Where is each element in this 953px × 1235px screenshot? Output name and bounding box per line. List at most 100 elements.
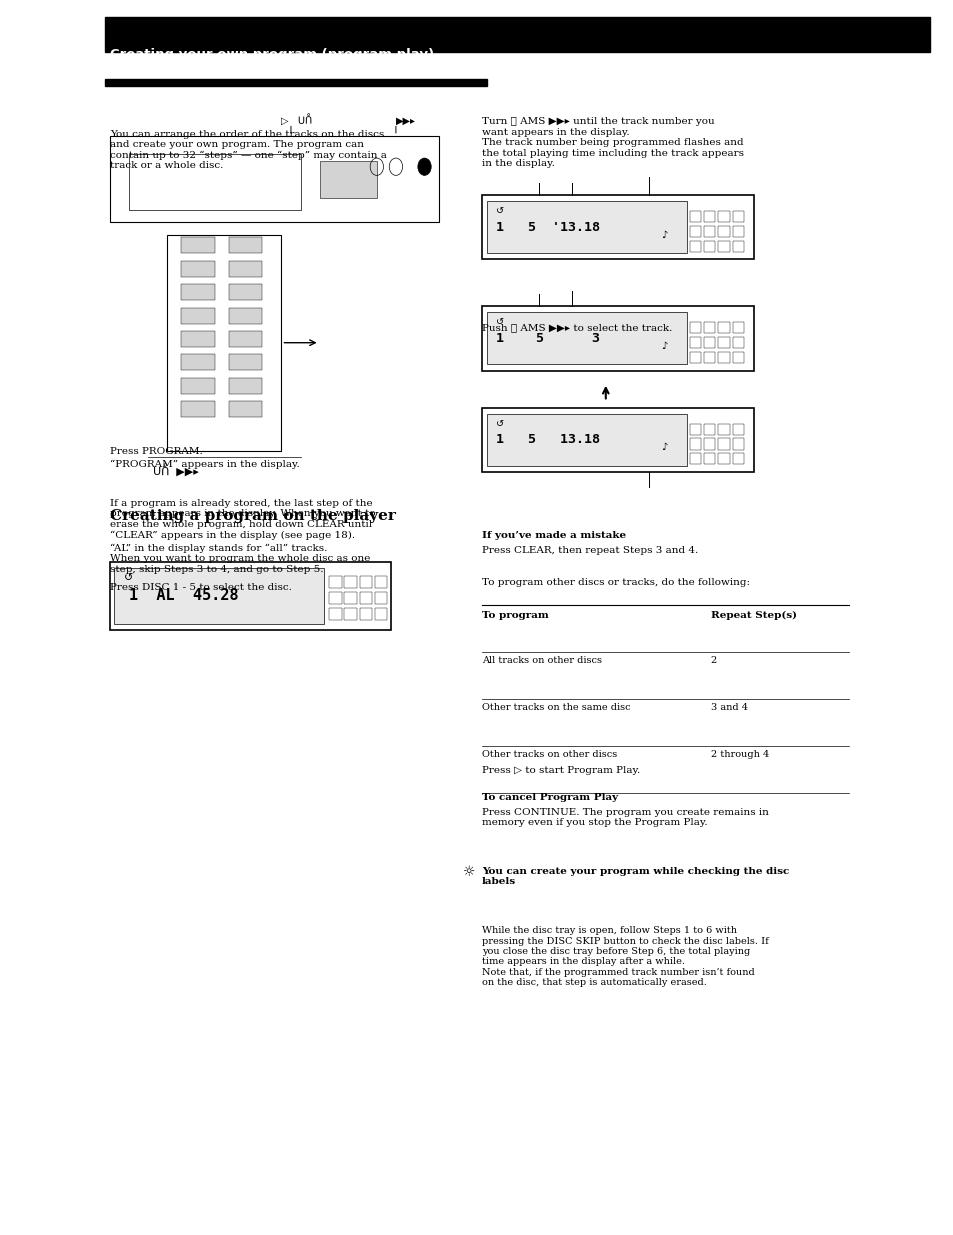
Bar bbox=[703, 438, 715, 450]
Text: ☼: ☼ bbox=[462, 864, 475, 878]
Text: Other tracks on the same disc: Other tracks on the same disc bbox=[481, 703, 630, 711]
Bar bbox=[229, 261, 262, 277]
Bar bbox=[718, 424, 729, 435]
Bar bbox=[718, 453, 729, 464]
Bar bbox=[110, 136, 438, 222]
Text: Other tracks on other discs: Other tracks on other discs bbox=[481, 750, 617, 758]
Bar bbox=[375, 592, 387, 604]
Bar bbox=[229, 378, 262, 394]
Text: While the disc tray is open, follow Steps 1 to 6 with
pressing the DISC SKIP but: While the disc tray is open, follow Step… bbox=[481, 926, 768, 987]
Bar bbox=[319, 161, 376, 198]
Bar bbox=[375, 608, 387, 620]
Bar bbox=[689, 424, 700, 435]
Bar bbox=[486, 414, 686, 466]
Bar bbox=[732, 241, 743, 252]
Bar bbox=[732, 226, 743, 237]
Bar bbox=[359, 592, 372, 604]
Text: “PROGRAM” appears in the display.: “PROGRAM” appears in the display. bbox=[110, 459, 299, 469]
Bar bbox=[105, 79, 486, 86]
Text: Turn ᑌ AMS ▶▶▸ until the track number you
want appears in the display.
The track: Turn ᑌ AMS ▶▶▸ until the track number yo… bbox=[481, 117, 743, 168]
Bar bbox=[229, 331, 262, 347]
Bar bbox=[718, 337, 729, 348]
Text: ♪: ♪ bbox=[660, 442, 667, 452]
Bar bbox=[229, 401, 262, 417]
Text: ↺: ↺ bbox=[496, 317, 504, 327]
Bar bbox=[181, 331, 214, 347]
Text: “AL” in the display stands for “all” tracks.
When you want to program the whole : “AL” in the display stands for “all” tra… bbox=[110, 543, 370, 573]
Bar bbox=[689, 322, 700, 333]
Bar bbox=[689, 226, 700, 237]
Text: To cancel Program Play: To cancel Program Play bbox=[481, 793, 618, 802]
Text: Press PROGRAM.: Press PROGRAM. bbox=[110, 447, 202, 456]
Bar bbox=[486, 312, 686, 364]
Bar bbox=[481, 195, 753, 259]
Text: ▶▶▸: ▶▶▸ bbox=[395, 116, 416, 126]
Text: Push ᑌ AMS ▶▶▸ to select the track.: Push ᑌ AMS ▶▶▸ to select the track. bbox=[481, 324, 672, 332]
Bar bbox=[703, 322, 715, 333]
Text: ᑌᑍ  ▶▶▸: ᑌᑍ ▶▶▸ bbox=[152, 464, 198, 478]
Bar bbox=[481, 408, 753, 472]
Text: To program other discs or tracks, do the following:: To program other discs or tracks, do the… bbox=[481, 578, 749, 587]
Text: ↺: ↺ bbox=[496, 419, 504, 429]
Bar bbox=[229, 237, 262, 253]
Bar bbox=[703, 241, 715, 252]
Bar bbox=[718, 322, 729, 333]
Bar bbox=[689, 241, 700, 252]
Bar bbox=[718, 226, 729, 237]
Text: Repeat Step(s): Repeat Step(s) bbox=[710, 611, 796, 620]
Bar bbox=[167, 235, 281, 451]
Bar bbox=[481, 306, 753, 370]
Bar bbox=[718, 438, 729, 450]
Bar bbox=[359, 576, 372, 588]
Bar bbox=[129, 154, 300, 210]
Text: ♪: ♪ bbox=[660, 341, 667, 351]
Bar bbox=[703, 226, 715, 237]
Bar bbox=[486, 201, 686, 253]
Bar bbox=[703, 424, 715, 435]
Bar bbox=[344, 576, 356, 588]
Bar bbox=[114, 568, 324, 624]
Bar bbox=[181, 354, 214, 370]
Text: If you’ve made a mistake: If you’ve made a mistake bbox=[481, 531, 625, 540]
Bar bbox=[181, 237, 214, 253]
Text: Creating a program on the player: Creating a program on the player bbox=[110, 509, 395, 522]
Text: 1  AL  45.28: 1 AL 45.28 bbox=[129, 588, 238, 603]
Bar bbox=[732, 352, 743, 363]
Bar bbox=[329, 608, 341, 620]
Text: You can arrange the order of the tracks on the discs
and create your own program: You can arrange the order of the tracks … bbox=[110, 130, 386, 170]
Text: You can create your program while checking the disc
labels: You can create your program while checki… bbox=[481, 867, 788, 887]
Text: ↺: ↺ bbox=[496, 206, 504, 216]
Bar bbox=[732, 322, 743, 333]
Bar bbox=[703, 453, 715, 464]
Bar bbox=[718, 352, 729, 363]
Text: Press CLEAR, then repeat Steps 3 and 4.: Press CLEAR, then repeat Steps 3 and 4. bbox=[481, 546, 698, 555]
Bar bbox=[229, 284, 262, 300]
Text: Creating your own program (program play): Creating your own program (program play) bbox=[110, 48, 434, 61]
Text: 1   5  '13.18: 1 5 '13.18 bbox=[496, 221, 599, 233]
Bar bbox=[110, 562, 391, 630]
Bar bbox=[703, 337, 715, 348]
Bar bbox=[689, 352, 700, 363]
Text: 3 and 4: 3 and 4 bbox=[710, 703, 747, 711]
Bar bbox=[105, 17, 929, 52]
Bar bbox=[732, 211, 743, 222]
Bar bbox=[229, 354, 262, 370]
Bar bbox=[181, 284, 214, 300]
Bar bbox=[718, 241, 729, 252]
Bar bbox=[703, 211, 715, 222]
Bar bbox=[732, 424, 743, 435]
Bar bbox=[732, 337, 743, 348]
Bar bbox=[718, 211, 729, 222]
Bar bbox=[181, 308, 214, 324]
Bar bbox=[181, 261, 214, 277]
Bar bbox=[229, 308, 262, 324]
Bar bbox=[181, 401, 214, 417]
Text: 2 through 4: 2 through 4 bbox=[710, 750, 768, 758]
Bar bbox=[329, 592, 341, 604]
Bar bbox=[181, 378, 214, 394]
Bar bbox=[689, 337, 700, 348]
Bar bbox=[689, 211, 700, 222]
Bar bbox=[689, 438, 700, 450]
Text: 1    5      3: 1 5 3 bbox=[496, 332, 599, 345]
Circle shape bbox=[417, 158, 431, 175]
